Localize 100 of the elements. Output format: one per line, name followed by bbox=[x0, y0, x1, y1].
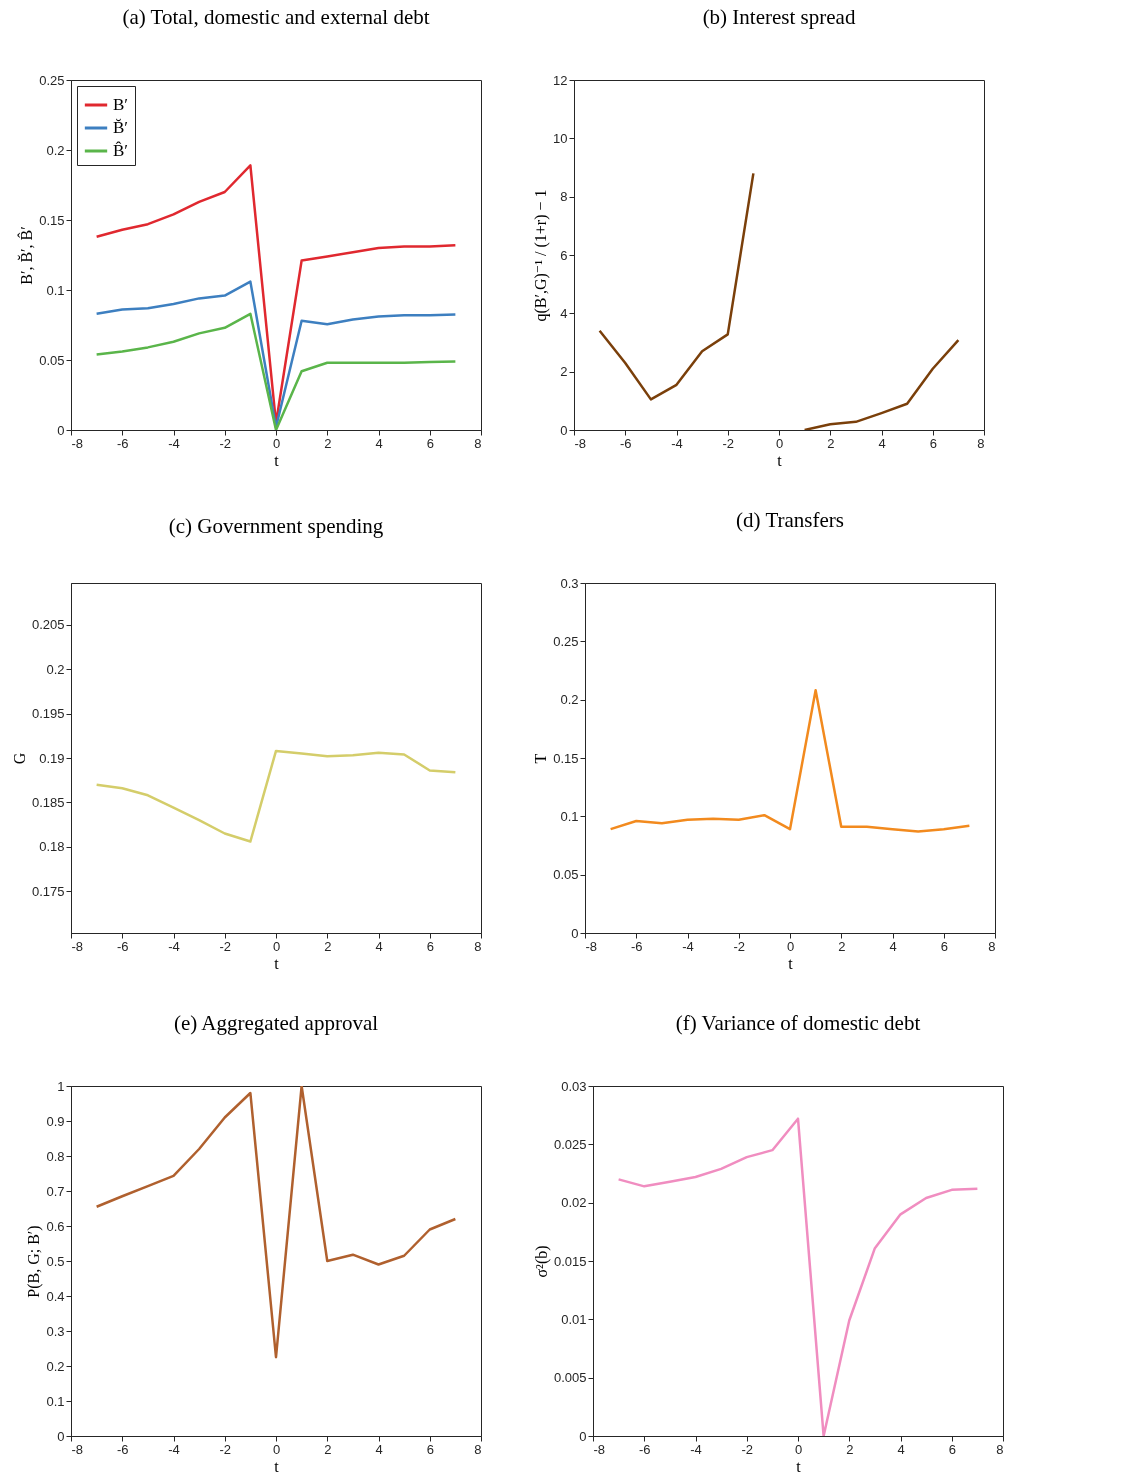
y-tick-label: 8 bbox=[560, 189, 568, 205]
x-tick-label: 2 bbox=[838, 938, 846, 954]
y-tick-label: 0.01 bbox=[561, 1311, 587, 1327]
y-tick-label: 0.9 bbox=[46, 1113, 65, 1129]
x-tick-label: 0 bbox=[272, 938, 281, 954]
legend-label: B̆′ bbox=[113, 117, 129, 137]
y-tick-label: 0.205 bbox=[31, 617, 65, 633]
y-tick-label: 6 bbox=[560, 247, 568, 263]
y-tick-label: 0.15 bbox=[553, 750, 579, 766]
y-tick-label: 0.5 bbox=[46, 1253, 65, 1269]
x-tick-label: 0 bbox=[794, 1441, 803, 1457]
y-tick-label: 0.3 bbox=[46, 1323, 65, 1339]
x-tick-label: -8 bbox=[71, 938, 84, 954]
y-tick-label: 1 bbox=[57, 1078, 65, 1094]
x-tick-label: 6 bbox=[929, 435, 937, 451]
y-tick-label: 0 bbox=[579, 1428, 587, 1444]
x-tick-label: -6 bbox=[630, 938, 643, 954]
x-tick-label: 4 bbox=[878, 435, 886, 451]
x-tick-label: 2 bbox=[324, 435, 332, 451]
x-tick-label: 0 bbox=[775, 435, 784, 451]
y-tick-label: 0.175 bbox=[31, 883, 65, 899]
x-tick-label: -4 bbox=[671, 435, 683, 451]
y-tick-label: 0.005 bbox=[553, 1370, 587, 1386]
y-tick-label: 0.1 bbox=[46, 1393, 65, 1409]
x-tick-label: -4 bbox=[168, 938, 180, 954]
y-tick-label: 4 bbox=[560, 305, 568, 321]
y-tick-label: 0.02 bbox=[561, 1195, 587, 1211]
y-tick-label: 0.2 bbox=[46, 1358, 65, 1374]
x-axis-title: t bbox=[796, 1457, 802, 1475]
y-tick-label: 0.015 bbox=[553, 1253, 587, 1269]
x-tick-label: 0 bbox=[786, 938, 795, 954]
y-tick-label: 0.4 bbox=[46, 1288, 65, 1304]
x-tick-label: 2 bbox=[827, 435, 835, 451]
x-tick-label: 4 bbox=[375, 435, 383, 451]
y-axis-title: T bbox=[532, 753, 550, 764]
x-tick-label: -2 bbox=[219, 938, 232, 954]
y-tick-label: 0.1 bbox=[560, 808, 579, 824]
y-axis-title: G bbox=[10, 752, 28, 765]
legend-label: B̂′ bbox=[113, 140, 129, 160]
y-tick-label: 0.195 bbox=[31, 706, 65, 722]
x-tick-label: 6 bbox=[426, 435, 434, 451]
chart-title: (f) Variance of domestic debt bbox=[675, 1011, 921, 1035]
x-tick-label: 0 bbox=[272, 435, 281, 451]
x-tick-label: -6 bbox=[116, 938, 129, 954]
y-axis-title: q(B′,G)⁻¹ / (1+r) − 1 bbox=[532, 189, 551, 322]
y-tick-label: 0 bbox=[560, 422, 568, 438]
y-tick-label: 0 bbox=[57, 422, 65, 438]
x-tick-label: 4 bbox=[375, 938, 383, 954]
y-tick-label: 0.025 bbox=[553, 1136, 587, 1152]
x-axis-title: t bbox=[777, 451, 783, 469]
y-tick-label: 0.2 bbox=[46, 661, 65, 677]
legend-label: B′ bbox=[113, 95, 129, 114]
chart-title: (e) Aggregated approval bbox=[173, 1011, 379, 1035]
x-tick-label: 2 bbox=[846, 1441, 854, 1457]
x-tick-label: -2 bbox=[733, 938, 746, 954]
y-axis-title: P(B, G; B′) bbox=[25, 1225, 44, 1298]
x-tick-label: 2 bbox=[324, 1441, 332, 1457]
y-tick-label: 0.25 bbox=[39, 72, 65, 88]
x-axis-title: t bbox=[788, 954, 794, 972]
y-tick-label: 12 bbox=[553, 72, 568, 88]
x-tick-label: 6 bbox=[426, 1441, 434, 1457]
x-tick-label: 4 bbox=[375, 1441, 383, 1457]
y-tick-label: 0.05 bbox=[39, 352, 65, 368]
x-tick-label: 8 bbox=[988, 938, 996, 954]
x-tick-label: 8 bbox=[474, 938, 482, 954]
chart-title: (a) Total, domestic and external debt bbox=[122, 5, 430, 29]
y-tick-label: 0.18 bbox=[39, 839, 65, 855]
y-tick-label: 0.2 bbox=[46, 142, 65, 158]
chart-title: (b) Interest spread bbox=[702, 5, 856, 29]
x-tick-label: -8 bbox=[574, 435, 587, 451]
y-tick-label: 2 bbox=[560, 364, 568, 380]
y-tick-label: 0.05 bbox=[553, 867, 579, 883]
y-tick-label: 0.19 bbox=[39, 750, 65, 766]
x-tick-label: 6 bbox=[426, 938, 434, 954]
x-tick-label: 8 bbox=[996, 1441, 1004, 1457]
y-axis-title: B′, B̆′, B̂′ bbox=[17, 226, 36, 285]
x-tick-label: 8 bbox=[977, 435, 985, 451]
x-tick-label: -8 bbox=[593, 1441, 606, 1457]
x-tick-label: 6 bbox=[948, 1441, 956, 1457]
x-tick-label: -6 bbox=[116, 435, 129, 451]
y-tick-label: 0.15 bbox=[39, 212, 65, 228]
y-tick-label: 0.1 bbox=[46, 282, 65, 298]
x-tick-label: 0 bbox=[272, 1441, 281, 1457]
y-axis-title: σ²(b) bbox=[532, 1245, 551, 1278]
x-tick-label: -8 bbox=[585, 938, 598, 954]
x-tick-label: -8 bbox=[71, 435, 84, 451]
x-tick-label: -4 bbox=[690, 1441, 702, 1457]
x-tick-label: -2 bbox=[219, 435, 232, 451]
y-tick-label: 0.8 bbox=[46, 1148, 65, 1164]
y-tick-label: 0.185 bbox=[31, 794, 65, 810]
line-series bbox=[609, 689, 971, 833]
x-tick-label: 8 bbox=[474, 1441, 482, 1457]
line-series bbox=[95, 312, 457, 430]
x-tick-label: -4 bbox=[168, 435, 180, 451]
line-series bbox=[95, 1086, 457, 1359]
x-tick-label: -2 bbox=[219, 1441, 232, 1457]
x-tick-label: -2 bbox=[722, 435, 735, 451]
y-tick-label: 0.6 bbox=[46, 1218, 65, 1234]
x-tick-label: 4 bbox=[889, 938, 897, 954]
x-tick-label: 6 bbox=[940, 938, 948, 954]
